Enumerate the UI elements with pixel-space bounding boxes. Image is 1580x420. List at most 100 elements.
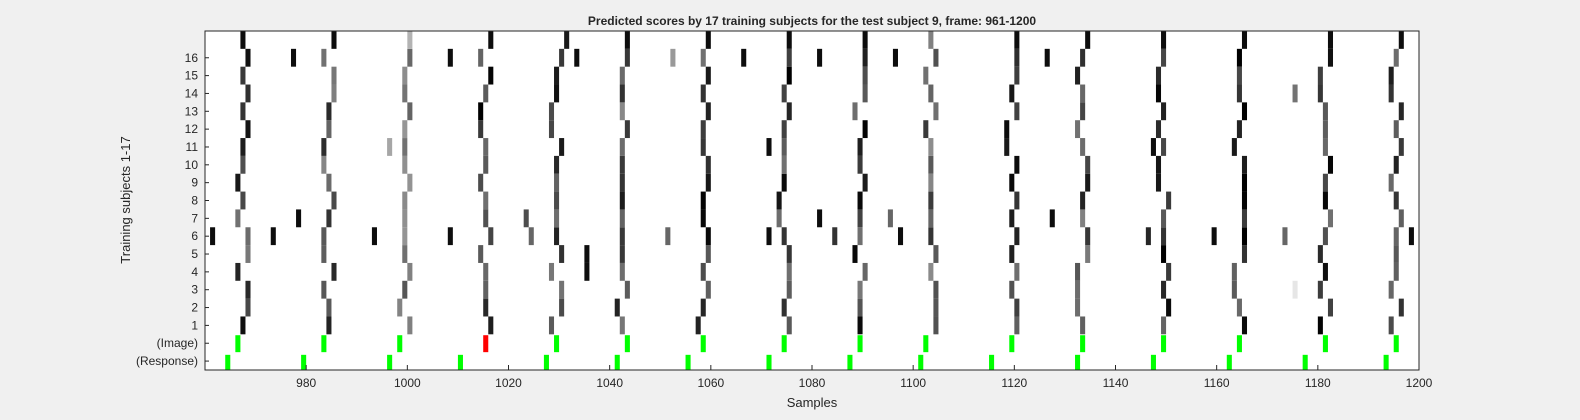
subject-2-mark — [1166, 298, 1172, 317]
subject-14-mark — [1236, 84, 1242, 103]
response-mark — [766, 354, 772, 370]
subject-4-mark — [786, 262, 792, 281]
subject-15-mark — [331, 66, 337, 85]
y-tick-label: 14 — [185, 86, 199, 100]
subject-7-mark — [857, 209, 863, 228]
image-mark — [554, 335, 560, 353]
y-tick-label: 6 — [191, 229, 198, 243]
response-mark — [1302, 354, 1308, 370]
subject-13-mark — [1241, 102, 1248, 121]
subject-13-mark — [326, 102, 332, 121]
subject-11-mark — [619, 138, 625, 156]
subject-17-mark — [564, 31, 570, 49]
subject-5-mark — [786, 245, 792, 263]
subject-5-mark — [619, 245, 625, 263]
subject-17-mark — [331, 31, 337, 49]
subject-7-mark — [554, 209, 560, 228]
subject-5-mark — [402, 245, 408, 263]
subject-5-mark — [1161, 245, 1167, 263]
subject-9-mark — [1155, 173, 1162, 192]
subject-9-mark — [407, 173, 413, 192]
subject-7-mark — [1080, 209, 1086, 228]
response-mark — [1226, 354, 1232, 370]
subject-16-mark — [892, 48, 898, 67]
subject-3-mark — [1317, 280, 1323, 299]
subject-5-mark — [1009, 245, 1015, 263]
subject-9-mark — [705, 173, 711, 192]
subject-13-mark — [852, 102, 858, 121]
y-tick-label: 4 — [191, 265, 198, 279]
response-mark — [918, 354, 924, 370]
subject-17-mark — [488, 31, 494, 49]
y-tick-label: 5 — [191, 247, 198, 261]
y-tick-label: 8 — [191, 194, 198, 208]
subject-11-mark — [1150, 138, 1156, 156]
response-mark — [847, 354, 853, 370]
subject-5-mark — [245, 245, 251, 263]
subject-2-mark — [326, 298, 332, 317]
subject-12-mark — [923, 120, 929, 139]
axes-background — [205, 31, 1419, 370]
y-tick-label: 10 — [185, 158, 199, 172]
x-axis-label: Samples — [787, 395, 838, 410]
subject-17-mark — [1014, 31, 1020, 49]
subject-5-mark — [705, 245, 711, 263]
response-mark — [614, 354, 620, 370]
subject-16-mark — [817, 48, 823, 67]
subject-6-mark — [321, 227, 327, 246]
subject-13-mark — [619, 102, 625, 121]
subject-5-mark — [852, 245, 858, 263]
subject-7-mark — [619, 209, 625, 228]
subject-13-mark — [933, 102, 939, 121]
subject-4-mark — [1014, 262, 1020, 281]
x-tick-label: 1160 — [1204, 376, 1230, 390]
subject-5-mark — [559, 245, 565, 263]
response-mark — [543, 354, 549, 370]
subject-2-mark — [1327, 298, 1334, 317]
subject-15-mark — [554, 66, 560, 85]
subject-12-mark — [862, 120, 868, 139]
subject-8-mark — [1014, 191, 1020, 210]
subject-11-mark — [766, 138, 772, 156]
y-tick-label: 13 — [185, 104, 199, 118]
subject-8-mark — [1241, 191, 1248, 210]
subject-10-mark — [857, 155, 863, 174]
subject-10-mark — [240, 155, 246, 174]
image-mark — [483, 335, 489, 353]
subject-9-mark — [1241, 173, 1248, 192]
subject-3-mark — [1161, 280, 1167, 299]
subject-14-mark — [554, 84, 560, 103]
subject-10-mark — [483, 155, 489, 174]
subject-16-mark — [574, 48, 580, 67]
subject-16-mark — [559, 48, 565, 67]
subject-16-mark — [407, 48, 413, 67]
subject-16-mark — [786, 48, 792, 67]
subject-6-mark — [1014, 227, 1020, 246]
subject-17-mark — [786, 31, 792, 49]
subject-9-mark — [1009, 173, 1015, 192]
subject-8-mark — [776, 191, 782, 210]
subject-7-mark — [402, 209, 408, 228]
subject-16-mark — [862, 48, 868, 67]
subject-7-mark — [235, 209, 241, 228]
subject-2-mark — [1075, 298, 1081, 317]
subject-12-mark — [700, 120, 706, 139]
subject-4-mark — [928, 262, 934, 281]
subject-16-mark — [1161, 48, 1167, 67]
subject-12-mark — [548, 120, 555, 139]
subject-7-mark — [700, 209, 706, 228]
subject-4-mark — [407, 262, 413, 281]
subject-10-mark — [554, 155, 560, 174]
subject-14-mark — [1292, 84, 1298, 103]
subject-13-mark — [240, 102, 246, 121]
subject-3-mark — [1075, 280, 1081, 299]
y-tick-label: 3 — [191, 283, 198, 297]
subject-12-mark — [1393, 120, 1399, 139]
subject-9-mark — [1085, 173, 1091, 192]
subject-6-mark — [1408, 227, 1414, 246]
subject-1-mark — [407, 316, 413, 335]
subject-10-mark — [781, 155, 787, 174]
image-mark — [397, 335, 403, 353]
image-mark — [1322, 335, 1328, 353]
subject-12-mark — [326, 120, 332, 139]
